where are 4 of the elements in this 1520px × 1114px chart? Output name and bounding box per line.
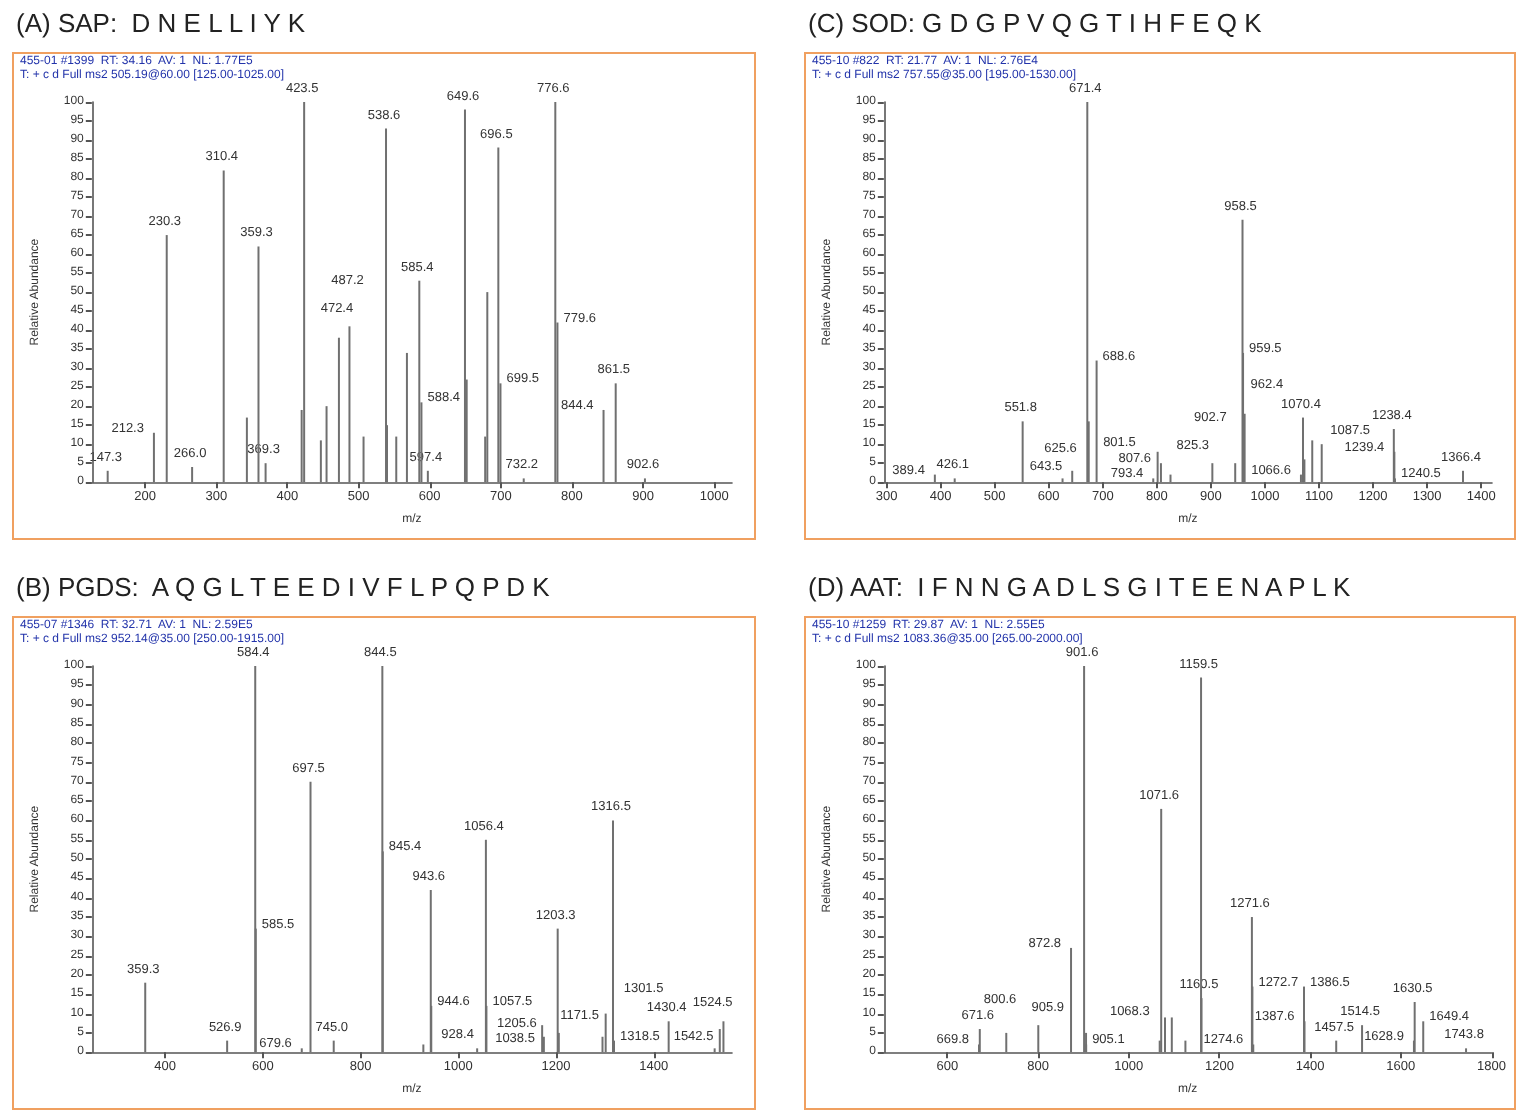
- chart-title: (A) SAP: D N E L L I Y K: [16, 8, 305, 38]
- chart-title: (C) SOD: G D G P V Q G T I H F E Q K: [808, 8, 1262, 38]
- chart-title: (D) AAT: I F N N G A D L S G I T E E N A P L K: [808, 572, 1351, 602]
- chart-title: (B) PGDS: A Q G L T E E D I V F L P Q P D K: [16, 572, 550, 602]
